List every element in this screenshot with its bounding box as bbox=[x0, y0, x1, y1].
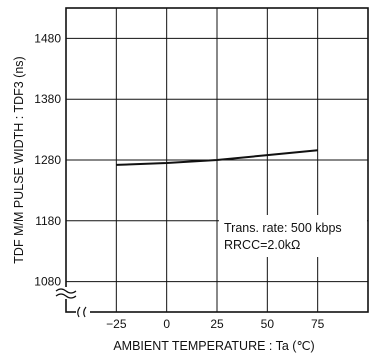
annotation-rrcc: RRCC=2.0kΩ bbox=[224, 238, 300, 252]
y-tick-label: 1080 bbox=[34, 275, 61, 289]
grid bbox=[66, 8, 368, 312]
y-tick-label: 1180 bbox=[35, 214, 61, 228]
annotation-box: Trans. rate: 500 kbps RRCC=2.0kΩ bbox=[219, 215, 367, 257]
x-axis-break bbox=[76, 306, 90, 318]
plot-frame bbox=[65, 7, 369, 313]
x-tick-label: 25 bbox=[210, 317, 224, 331]
x-axis-label: AMBIENT TEMPERATURE : Ta (℃) bbox=[113, 339, 314, 353]
x-tick-label: 75 bbox=[311, 317, 325, 331]
annotation-trans-rate: Trans. rate: 500 kbps bbox=[224, 221, 342, 235]
y-axis-label: TDF M/M PULSE WIDTH : TDF3 (ns) bbox=[12, 56, 26, 263]
y-tick-label: 1380 bbox=[34, 92, 61, 106]
x-tick-label: 0 bbox=[163, 317, 170, 331]
y-tick-label: 1280 bbox=[34, 153, 61, 167]
x-tick-label: 50 bbox=[261, 317, 275, 331]
series-layer bbox=[116, 149, 318, 166]
x-tick-label: −25 bbox=[106, 317, 127, 331]
y-tick-label: 1480 bbox=[34, 31, 61, 45]
series-line bbox=[116, 149, 318, 166]
tick-labels: −25 0 25 50 75 1080 1180 1280 1380 1480 bbox=[34, 31, 324, 331]
y-axis-break bbox=[55, 287, 77, 299]
